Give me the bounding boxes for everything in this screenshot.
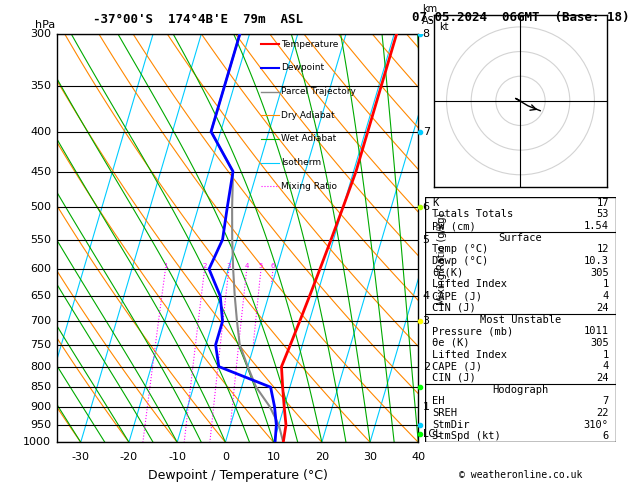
Text: Surface: Surface (499, 233, 542, 243)
Text: 2: 2 (423, 362, 430, 372)
Text: 0: 0 (222, 452, 229, 463)
Text: 4: 4 (603, 291, 609, 301)
Text: 850: 850 (30, 382, 51, 392)
Text: K: K (432, 198, 438, 208)
Text: 12: 12 (596, 244, 609, 255)
Text: 07.05.2024  06GMT  (Base: 18): 07.05.2024 06GMT (Base: 18) (412, 11, 629, 24)
Text: km
ASL: km ASL (422, 4, 440, 26)
Text: 800: 800 (30, 362, 51, 372)
Text: 750: 750 (30, 340, 51, 350)
Text: 900: 900 (30, 401, 51, 412)
Text: 1: 1 (603, 279, 609, 290)
Text: StmSpd (kt): StmSpd (kt) (432, 432, 501, 441)
Text: 53: 53 (596, 209, 609, 219)
Text: CIN (J): CIN (J) (432, 303, 476, 313)
Text: CIN (J): CIN (J) (432, 373, 476, 383)
Text: 10.3: 10.3 (584, 256, 609, 266)
Text: Dewp (°C): Dewp (°C) (432, 256, 489, 266)
Text: 1000: 1000 (23, 437, 51, 447)
Text: 4: 4 (603, 361, 609, 371)
Text: -37°00'S  174°4B'E  79m  ASL: -37°00'S 174°4B'E 79m ASL (93, 13, 303, 26)
Text: 305: 305 (590, 338, 609, 348)
Text: 2: 2 (203, 263, 207, 269)
Text: StmDir: StmDir (432, 420, 470, 430)
Text: 7: 7 (603, 397, 609, 406)
Text: hPa: hPa (35, 20, 55, 30)
Text: Dewpoint: Dewpoint (281, 63, 324, 72)
Text: 600: 600 (30, 264, 51, 274)
Text: 300: 300 (30, 29, 51, 39)
Text: 550: 550 (30, 235, 51, 244)
Text: EH: EH (432, 397, 445, 406)
Text: CAPE (J): CAPE (J) (432, 361, 482, 371)
Text: 1: 1 (163, 263, 168, 269)
Text: © weatheronline.co.uk: © weatheronline.co.uk (459, 470, 582, 480)
Text: Most Unstable: Most Unstable (480, 314, 561, 325)
Text: 5: 5 (423, 235, 430, 244)
Text: Wet Adiabat: Wet Adiabat (281, 135, 336, 143)
Text: Pressure (mb): Pressure (mb) (432, 326, 513, 336)
Text: Hodograph: Hodograph (493, 384, 548, 395)
Text: 4: 4 (245, 263, 249, 269)
Text: 24: 24 (596, 373, 609, 383)
Text: 650: 650 (30, 291, 51, 301)
Text: Isotherm: Isotherm (281, 158, 321, 167)
Text: -10: -10 (168, 452, 186, 463)
Text: 24: 24 (596, 303, 609, 313)
Text: PW (cm): PW (cm) (432, 221, 476, 231)
Text: -30: -30 (72, 452, 90, 463)
Text: 4: 4 (423, 291, 430, 301)
Text: 700: 700 (30, 316, 51, 326)
Text: 1.54: 1.54 (584, 221, 609, 231)
Text: 1: 1 (423, 401, 430, 412)
Text: 3: 3 (423, 316, 430, 326)
Text: 500: 500 (30, 202, 51, 212)
Text: -20: -20 (120, 452, 138, 463)
Text: 6: 6 (603, 432, 609, 441)
Text: SREH: SREH (432, 408, 457, 418)
Text: 6: 6 (423, 202, 430, 212)
Text: Mixing Ratio (g/kg): Mixing Ratio (g/kg) (437, 212, 447, 305)
Text: 310°: 310° (584, 420, 609, 430)
Text: 305: 305 (590, 268, 609, 278)
Text: θe (K): θe (K) (432, 338, 470, 348)
Text: 950: 950 (30, 420, 51, 430)
Text: 20: 20 (314, 452, 329, 463)
Text: LCL: LCL (423, 429, 440, 439)
Text: 22: 22 (596, 408, 609, 418)
Text: CAPE (J): CAPE (J) (432, 291, 482, 301)
Text: 1011: 1011 (584, 326, 609, 336)
Text: Dewpoint / Temperature (°C): Dewpoint / Temperature (°C) (148, 469, 327, 482)
Text: 10: 10 (267, 452, 281, 463)
Text: Totals Totals: Totals Totals (432, 209, 513, 219)
Text: Temperature: Temperature (281, 40, 338, 49)
Text: 40: 40 (411, 452, 425, 463)
Text: Parcel Trajectory: Parcel Trajectory (281, 87, 356, 96)
Text: Dry Adiabat: Dry Adiabat (281, 111, 335, 120)
Text: Temp (°C): Temp (°C) (432, 244, 489, 255)
Text: 350: 350 (30, 81, 51, 91)
Text: 8: 8 (423, 29, 430, 39)
Text: kt: kt (439, 22, 448, 32)
Text: 5: 5 (259, 263, 263, 269)
Text: Mixing Ratio: Mixing Ratio (281, 182, 337, 191)
Text: 400: 400 (30, 126, 51, 137)
Text: 6: 6 (270, 263, 275, 269)
Text: 7: 7 (423, 126, 430, 137)
Text: Lifted Index: Lifted Index (432, 279, 507, 290)
Text: 3: 3 (226, 263, 231, 269)
Text: 450: 450 (30, 167, 51, 176)
Text: θe(K): θe(K) (432, 268, 464, 278)
Text: 30: 30 (363, 452, 377, 463)
Text: 1: 1 (603, 349, 609, 360)
Text: 17: 17 (596, 198, 609, 208)
Text: Lifted Index: Lifted Index (432, 349, 507, 360)
